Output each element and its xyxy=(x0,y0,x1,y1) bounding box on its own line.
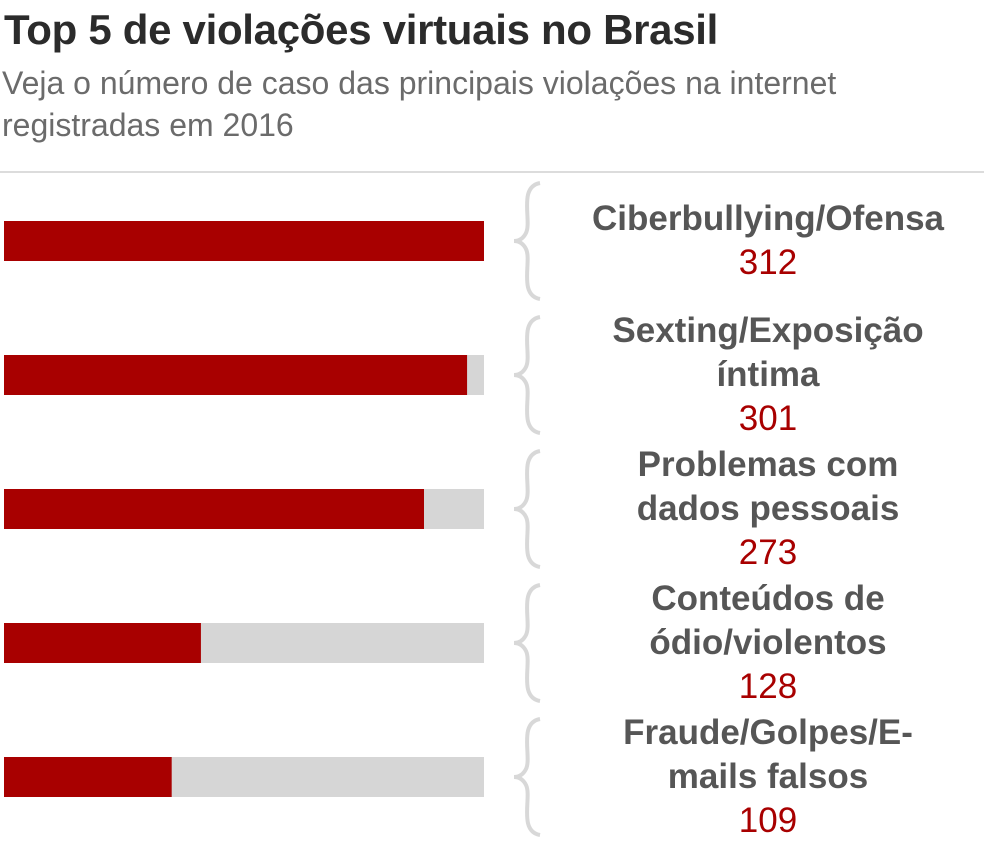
value-label: 301 xyxy=(738,399,798,438)
chart-subtitle: Veja o número de caso das principais vio… xyxy=(2,65,837,143)
bar-label: Problemas com dados pessoais 273 xyxy=(556,443,980,575)
separator xyxy=(0,171,984,173)
bar-label: Ciberbullying/Ofensa 312 xyxy=(556,197,980,285)
bar-label: Conteúdos de ódio/violentos 128 xyxy=(556,577,980,709)
chart-title: Top 5 de violações virtuais no Brasil xyxy=(4,6,719,53)
bar-label: Fraude/Golpes/E- mails falsos 109 xyxy=(556,711,980,843)
category-label: Problemas com dados pessoais xyxy=(636,445,900,528)
value-label: 312 xyxy=(738,243,798,282)
bar xyxy=(4,757,172,797)
bar xyxy=(4,489,424,529)
brace xyxy=(513,315,541,435)
bar xyxy=(4,623,201,663)
value-label: 109 xyxy=(738,801,798,840)
bar xyxy=(4,355,468,395)
category-label: Conteúdos de ódio/violentos xyxy=(649,579,887,662)
bar xyxy=(4,221,484,261)
brace xyxy=(513,717,541,837)
category-label: Ciberbullying/Ofensa xyxy=(592,199,944,238)
brace xyxy=(513,583,541,703)
value-label: 273 xyxy=(738,533,798,572)
category-label: Fraude/Golpes/E- mails falsos xyxy=(623,713,913,796)
category-label: Sexting/Exposição íntima xyxy=(612,311,924,394)
brace xyxy=(513,449,541,569)
bar-label: Sexting/Exposição íntima 301 xyxy=(556,309,980,441)
brace xyxy=(513,181,541,301)
value-label: 128 xyxy=(738,667,798,706)
